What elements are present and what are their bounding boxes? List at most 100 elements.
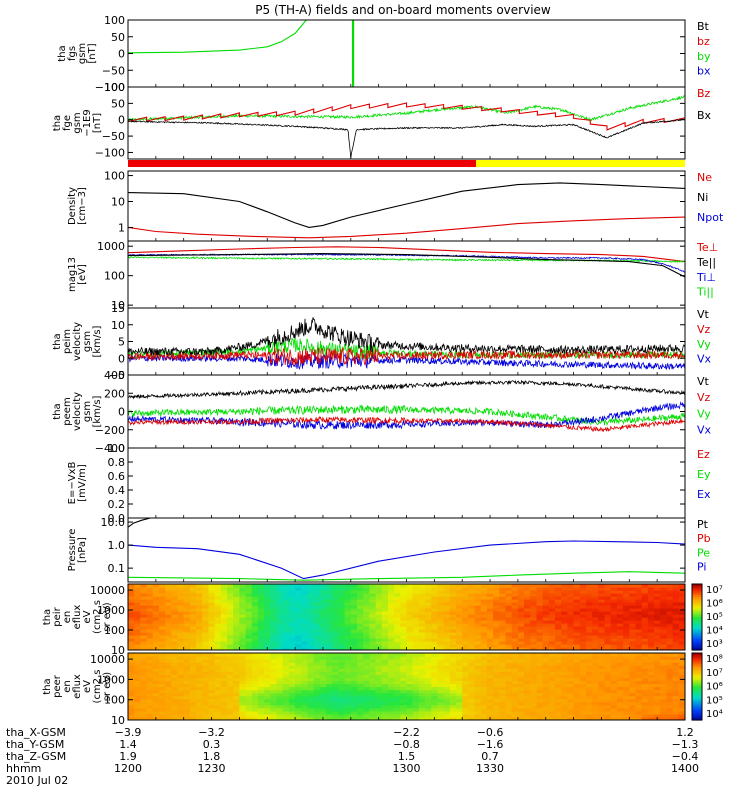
heatmap-cell — [313, 623, 321, 627]
heatmap-cell — [264, 710, 271, 715]
heatmap-cell — [672, 626, 680, 630]
heatmap-cell — [338, 659, 346, 663]
heatmap-cell — [511, 674, 519, 678]
heatmap-cell — [233, 602, 240, 606]
heatmap-cell — [511, 596, 519, 600]
heatmap-cell — [134, 704, 141, 709]
heatmap-cell — [412, 701, 420, 706]
heatmap-cell — [313, 686, 321, 691]
heatmap-cell — [165, 617, 172, 621]
heatmap-cell — [134, 674, 141, 678]
heatmap-cell — [406, 596, 414, 600]
colorbar-segment — [692, 682, 702, 685]
heatmap-cell — [344, 656, 352, 660]
heatmap-cell — [517, 656, 525, 660]
heatmap-cell — [604, 704, 612, 709]
heatmap-cell — [456, 695, 463, 700]
heatmap-cell — [456, 686, 463, 691]
heatmap-cell — [350, 662, 358, 666]
heatmap-cell — [363, 701, 370, 706]
heatmap-cell — [579, 659, 587, 663]
heatmap-cell — [542, 680, 550, 685]
heatmap-cell — [134, 698, 141, 703]
heatmap-cell — [555, 587, 562, 591]
heatmap-cell — [449, 701, 457, 706]
heatmap-cell — [641, 677, 649, 682]
heatmap-cell — [202, 611, 210, 615]
heatmap-cell — [140, 656, 148, 660]
heatmap-cell — [567, 611, 575, 615]
heatmap-cell — [251, 662, 259, 666]
heatmap-cell — [301, 608, 309, 612]
heatmap-cell — [548, 713, 556, 718]
heatmap-cell — [158, 692, 166, 697]
heatmap-cell — [257, 662, 265, 666]
heatmap-cell — [579, 653, 587, 657]
heatmap-cell — [456, 626, 463, 630]
legend-entry: by — [697, 50, 711, 63]
heatmap-cell — [635, 689, 643, 694]
heatmap-cell — [517, 680, 525, 685]
heatmap-cell — [313, 665, 321, 669]
y-tick-label: 10000 — [90, 584, 125, 597]
heatmap-cell — [592, 599, 599, 603]
heatmap-cell — [338, 716, 346, 720]
heatmap-cell — [233, 632, 240, 636]
heatmap-cell — [579, 611, 587, 615]
legend-entry: Bz — [697, 87, 711, 100]
heatmap-cell — [474, 692, 482, 697]
heatmap-cell — [394, 596, 401, 600]
heatmap-cell — [524, 641, 531, 645]
heatmap-cell — [356, 632, 364, 636]
heatmap-cell — [400, 704, 408, 709]
heatmap-cell — [462, 668, 469, 672]
heatmap-cell — [406, 635, 414, 639]
heatmap-cell — [158, 635, 166, 639]
heatmap-cell — [264, 608, 271, 612]
heatmap-cell — [604, 599, 612, 603]
heatmap-cell — [493, 599, 500, 603]
heatmap-cell — [344, 599, 352, 603]
heatmap-cell — [536, 701, 544, 706]
panel-content — [128, 584, 685, 650]
heatmap-cell — [678, 680, 685, 685]
heatmap-cell — [678, 695, 685, 700]
heatmap-cell — [548, 635, 556, 639]
heatmap-cell — [257, 656, 265, 660]
heatmap-cell — [616, 584, 624, 588]
heatmap-cell — [623, 665, 630, 669]
heatmap-cell — [165, 710, 172, 715]
heatmap-cell — [301, 671, 309, 675]
heatmap-cell — [542, 620, 550, 624]
heatmap-cell — [183, 713, 191, 718]
heatmap-cell — [406, 638, 414, 642]
heatmap-cell — [257, 677, 265, 682]
heatmap-cell — [672, 617, 680, 621]
heatmap-cell — [152, 692, 160, 697]
heatmap-cell — [165, 689, 172, 694]
heatmap-cell — [319, 680, 327, 685]
heatmap-cell — [672, 707, 680, 712]
heatmap-cell — [165, 674, 172, 678]
heatmap-cell — [251, 653, 259, 657]
heatmap-cell — [183, 689, 191, 694]
heatmap-cell — [462, 632, 469, 636]
heatmap-cell — [579, 713, 587, 718]
heatmap-cell — [616, 689, 624, 694]
heatmap-cell — [462, 692, 469, 697]
heatmap-cell — [177, 695, 185, 700]
heatmap-cell — [295, 602, 302, 606]
heatmap-cell — [326, 647, 333, 650]
heatmap-cell — [629, 599, 637, 603]
heatmap-cell — [641, 713, 649, 718]
heatmap-cell — [530, 614, 538, 618]
heatmap-cell — [561, 620, 569, 624]
heatmap-cell — [400, 680, 408, 685]
heatmap-cell — [171, 635, 179, 639]
heatmap-cell — [486, 695, 494, 700]
heatmap-cell — [604, 611, 612, 615]
heatmap-cell — [276, 593, 284, 597]
heatmap-cell — [257, 605, 265, 609]
heatmap-cell — [635, 671, 643, 675]
heatmap-cell — [165, 713, 172, 718]
